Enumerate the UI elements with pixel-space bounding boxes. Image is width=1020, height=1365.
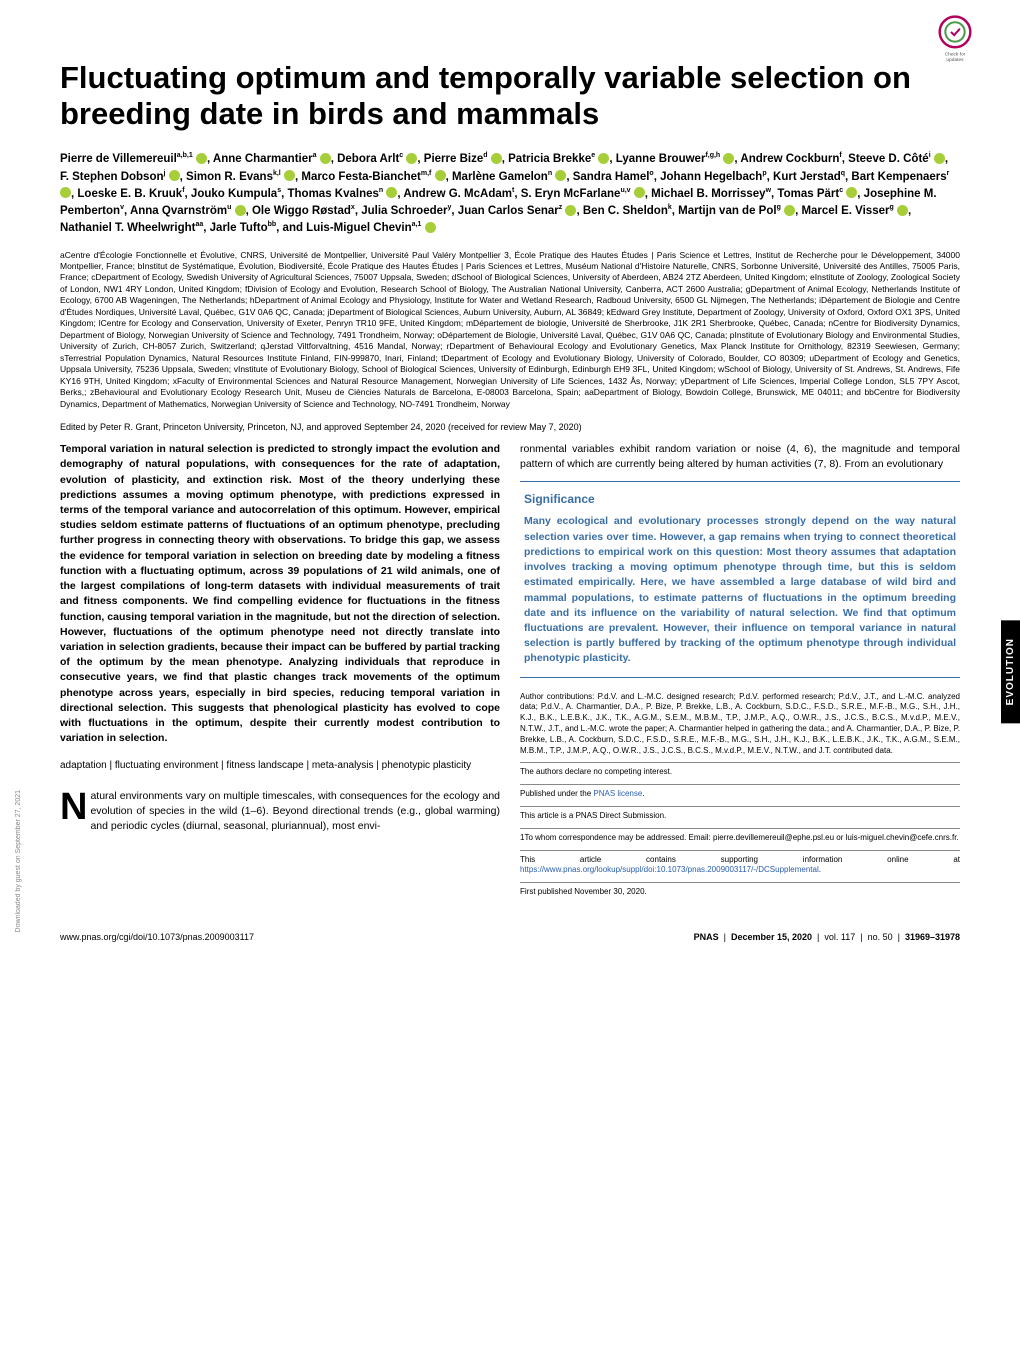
svg-text:Check for: Check for xyxy=(945,51,966,57)
intro-continuation: ronmental variables exhibit random varia… xyxy=(520,442,960,471)
author-contributions: Author contributions: P.d.V. and L.-M.C.… xyxy=(520,692,960,757)
suppl-prefix: This article contains supporting informa… xyxy=(520,855,960,864)
dropcap: N xyxy=(60,789,90,823)
check-updates-badge[interactable]: Check for updates xyxy=(930,15,980,65)
author-list: Pierre de Villemereuila,b,1 , Anne Charm… xyxy=(60,151,960,237)
suppl-link[interactable]: https://www.pnas.org/lookup/suppl/doi:10… xyxy=(520,865,819,874)
footer-citation: PNAS | December 15, 2020 | vol. 117 | no… xyxy=(694,932,960,942)
intro-text: atural environments vary on multiple tim… xyxy=(90,790,500,831)
footer-journal: PNAS xyxy=(694,932,719,942)
intro-paragraph: Natural environments vary on multiple ti… xyxy=(60,789,500,833)
competing-interest: The authors declare no competing interes… xyxy=(520,762,960,778)
footer-doi: www.pnas.org/cgi/doi/10.1073/pnas.200900… xyxy=(60,932,254,942)
footer-vol: vol. 117 xyxy=(824,932,855,942)
correspondence: 1To whom correspondence may be addressed… xyxy=(520,828,960,844)
download-credit: Downloaded by guest on September 27, 202… xyxy=(15,790,22,932)
license-link[interactable]: PNAS license xyxy=(593,789,642,798)
suppl-suffix: . xyxy=(819,865,821,874)
section-tab: EVOLUTION xyxy=(1001,620,1020,723)
keywords: adaptation | fluctuating environment | f… xyxy=(60,760,500,771)
direct-submission: This article is a PNAS Direct Submission… xyxy=(520,806,960,822)
footer-no: no. 50 xyxy=(868,932,893,942)
significance-title: Significance xyxy=(524,492,956,506)
first-published: First published November 30, 2020. xyxy=(520,882,960,898)
affiliations: aCentre d'Écologie Fonctionnelle et Évol… xyxy=(60,250,960,411)
license-suffix: . xyxy=(642,789,644,798)
significance-text: Many ecological and evolutionary process… xyxy=(524,514,956,666)
significance-box: Significance Many ecological and evoluti… xyxy=(520,481,960,677)
license-line: Published under the PNAS license. xyxy=(520,784,960,800)
edited-by: Edited by Peter R. Grant, Princeton Univ… xyxy=(60,422,960,432)
footer-date: December 15, 2020 xyxy=(731,932,812,942)
article-title: Fluctuating optimum and temporally varia… xyxy=(60,60,960,131)
supplemental-line: This article contains supporting informa… xyxy=(520,850,960,877)
footer-pages: 31969–31978 xyxy=(905,932,960,942)
abstract: Temporal variation in natural selection … xyxy=(60,442,500,746)
page-footer: www.pnas.org/cgi/doi/10.1073/pnas.200900… xyxy=(60,924,960,942)
svg-text:updates: updates xyxy=(946,57,964,63)
license-prefix: Published under the xyxy=(520,789,593,798)
